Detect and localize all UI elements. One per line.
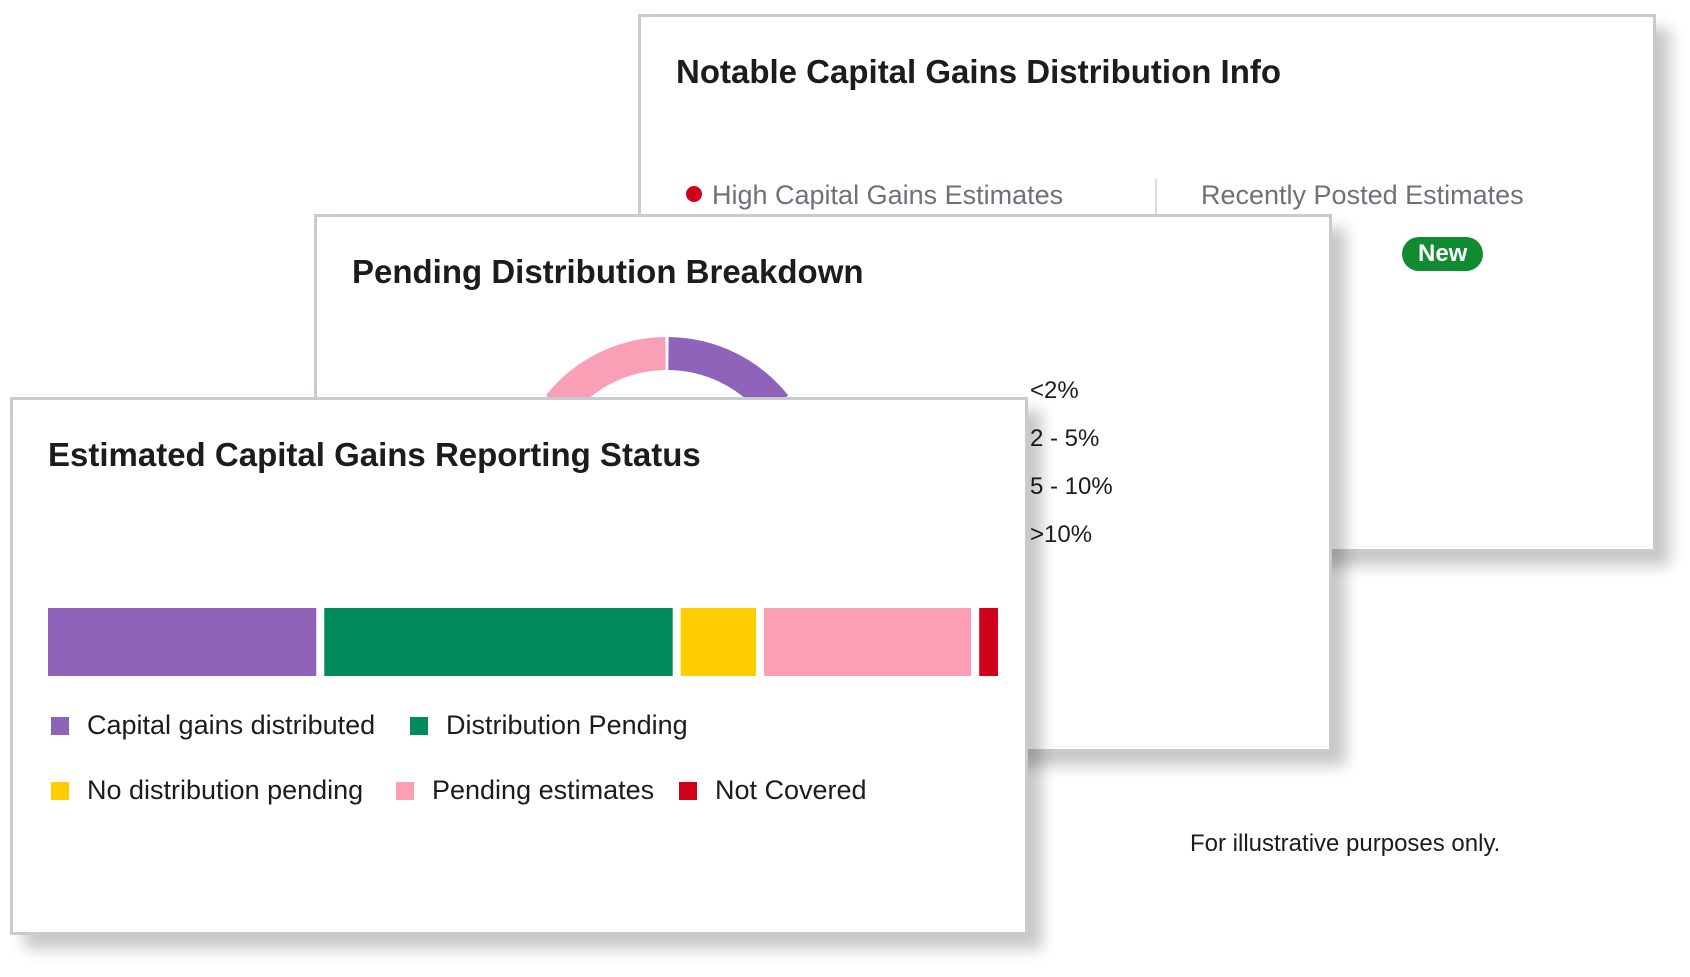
donut-chart [545, 337, 789, 416]
pending-legend-item: <2% [1030, 377, 1079, 404]
legend-swatch [396, 781, 414, 800]
legend-item-not-covered: Not Covered [679, 775, 867, 806]
bar-segment-no-distribution-pending[interactable] [680, 608, 756, 676]
bar-segment-not-covered[interactable] [979, 608, 998, 676]
legend-item-pending-estimates: Pending estimates [396, 775, 654, 806]
tab-divider [1155, 179, 1157, 217]
status-card-title: Estimated Capital Gains Reporting Status [48, 436, 701, 473]
pending-card-title: Pending Distribution Breakdown [352, 253, 864, 290]
pending-legend-item: 5 - 10% [1030, 473, 1113, 500]
legend-item-distribution-pending: Distribution Pending [410, 710, 688, 741]
bar-segment-distribution-pending[interactable] [324, 608, 673, 676]
legend-item-no-distribution-pending: No distribution pending [51, 775, 363, 806]
legend-swatch [410, 716, 428, 735]
legend-swatch [679, 781, 697, 800]
legend-label: No distribution pending [87, 775, 364, 805]
tab-recently-posted[interactable]: Recently Posted Estimates [1201, 180, 1524, 210]
donut-slice[interactable] [545, 337, 666, 416]
tab-high-capital-gains[interactable]: High Capital Gains Estimates [686, 180, 1063, 211]
notable-card-title: Notable Capital Gains Distribution Info [676, 53, 1282, 90]
tab-high-label: High Capital Gains Estimates [712, 180, 1064, 210]
alert-dot-icon [686, 186, 702, 202]
new-badge: New [1402, 237, 1484, 271]
legend-label: Pending estimates [432, 775, 655, 805]
bar-segment-pending-estimates[interactable] [764, 608, 972, 676]
legend-label: Not Covered [715, 775, 867, 805]
pending-legend-item: 2 - 5% [1030, 425, 1100, 452]
pending-legend-item: >10% [1030, 521, 1093, 548]
stacked-bar-chart [48, 608, 998, 676]
bar-segment-capital-gains-distributed[interactable] [48, 608, 317, 676]
reporting-status-card: Estimated Capital Gains Reporting Status… [10, 397, 1028, 935]
legend-item-capital-gains-distributed: Capital gains distributed [51, 710, 375, 741]
legend-swatch [51, 781, 69, 800]
legend-label: Capital gains distributed [87, 710, 376, 740]
donut-slice[interactable] [668, 337, 789, 416]
legend-label: Distribution Pending [446, 710, 688, 740]
footnote: For illustrative purposes only. [1190, 830, 1501, 857]
legend-swatch [51, 716, 69, 735]
